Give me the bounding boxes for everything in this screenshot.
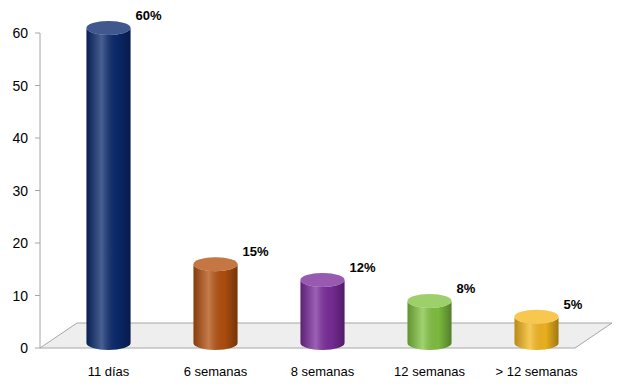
y-tick (35, 85, 40, 86)
y-tick-label: 30 (12, 183, 28, 199)
y-tick-label: 60 (12, 25, 28, 41)
data-label: 8% (457, 281, 476, 296)
bar-top-shine (408, 294, 452, 308)
bar-top (301, 273, 345, 287)
bar-top (515, 310, 559, 324)
y-tick-label: 20 (12, 235, 28, 251)
y-tick-label: 0 (20, 340, 28, 356)
bar-shade (408, 301, 452, 350)
data-label: 15% (243, 244, 269, 259)
y-tick (35, 190, 40, 191)
x-tick-label: > 12 semanas (495, 364, 578, 379)
bar-shade (301, 280, 345, 350)
y-tick (35, 243, 40, 244)
y-tick (35, 295, 40, 296)
y-tick (35, 348, 40, 349)
y-tick-label: 50 (12, 78, 28, 94)
y-tick-label: 10 (12, 288, 28, 304)
data-label: 5% (564, 297, 583, 312)
bar-top (87, 21, 131, 35)
bar-top-shine (87, 21, 131, 35)
bar (194, 264, 238, 350)
x-tick-label: 11 días (88, 364, 130, 379)
y-tick-label: 40 (12, 130, 28, 146)
x-tick-label: 6 semanas (184, 364, 248, 379)
bar-shade (194, 264, 238, 350)
bar-top-shine (194, 257, 238, 271)
bar-shade (87, 28, 131, 350)
bar-top-shine (301, 273, 345, 287)
x-tick-label: 12 semanas (394, 364, 465, 379)
labels: 60% 11 días 15% 6 semanas 12% 8 semanas 8% 12 s… (88, 8, 583, 379)
chart: 0 10 20 30 40 50 60 60% 11 días 15% 6 semanas 12% 8 … (0, 0, 618, 389)
y-tick (35, 138, 40, 139)
bar-top (194, 257, 238, 271)
bar (87, 28, 131, 350)
data-label: 12% (350, 260, 376, 275)
x-tick-label: 8 semanas (291, 364, 355, 379)
data-label: 60% (136, 8, 162, 23)
bar-top-shine (515, 310, 559, 324)
bars (87, 21, 559, 350)
bar (408, 301, 452, 350)
bar (301, 280, 345, 350)
bar-top (408, 294, 452, 308)
y-tick (35, 33, 40, 34)
